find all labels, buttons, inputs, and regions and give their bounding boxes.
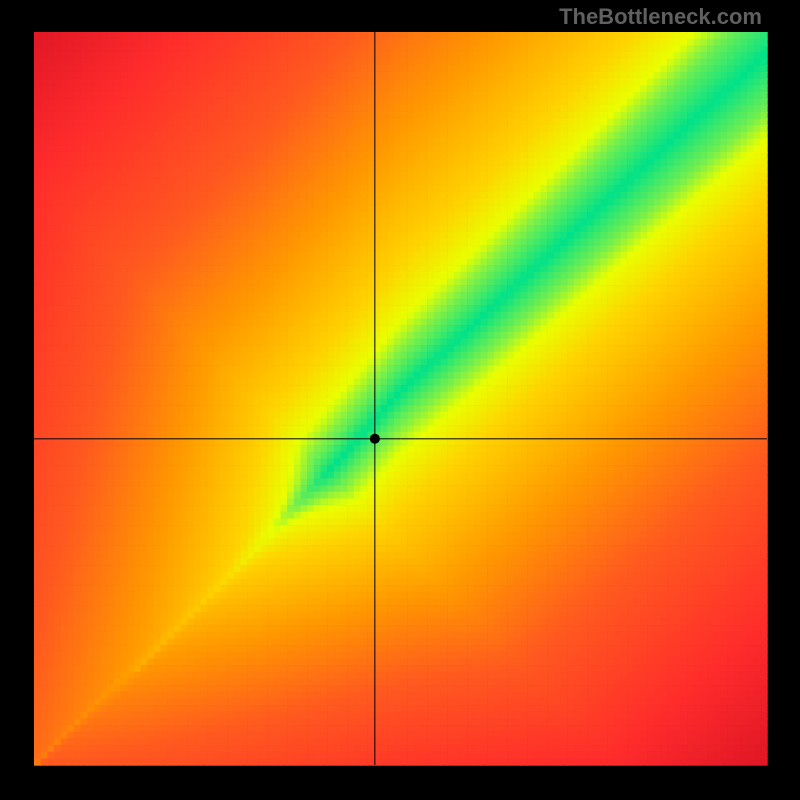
- watermark-text: TheBottleneck.com: [559, 4, 762, 30]
- chart-container: TheBottleneck.com: [0, 0, 800, 800]
- heatmap-canvas: [0, 0, 800, 800]
